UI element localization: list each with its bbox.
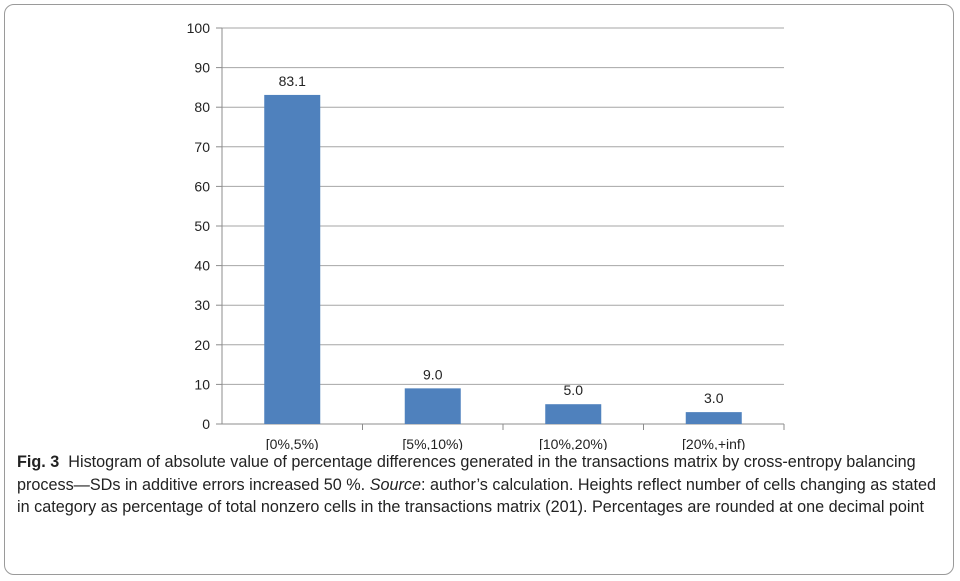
bar — [404, 388, 461, 424]
y-tick-label: 50 — [194, 218, 210, 234]
figure-caption: Fig. 3 Histogram of absolute value of pe… — [17, 451, 945, 519]
y-tick-label: 30 — [194, 297, 210, 313]
bar — [264, 94, 321, 424]
y-tick-label: 20 — [194, 337, 210, 353]
data-label: 83.1 — [279, 73, 306, 89]
y-tick-label: 90 — [194, 60, 210, 76]
bars — [264, 94, 742, 424]
y-tick-label: 40 — [194, 258, 210, 274]
y-tick-label: 70 — [194, 139, 210, 155]
data-label: 5.0 — [564, 382, 584, 398]
y-tick-label: 60 — [194, 178, 210, 194]
x-tick-label: [10%,20%) — [539, 436, 607, 450]
y-tick-label: 80 — [194, 99, 210, 115]
figure-frame — [4, 4, 954, 575]
bar — [545, 404, 602, 424]
data-label: 9.0 — [423, 366, 443, 382]
y-axis-ticks: 0 10 20 30 40 50 60 70 80 90 100 — [187, 20, 211, 432]
y-tick-label: 100 — [187, 20, 211, 36]
figure-label: Fig. 3 — [17, 453, 60, 471]
caption-text: Histogram of absolute value of percentag… — [17, 453, 916, 494]
x-tick-label: [5%,10%) — [402, 436, 463, 450]
x-tick-label: [20%,+inf) — [682, 436, 745, 450]
y-tick-label: 10 — [194, 376, 210, 392]
caption-source-label: Source — [369, 475, 421, 494]
x-tick-label: [0%,5%) — [266, 436, 319, 450]
data-labels: 83.1 9.0 5.0 3.0 — [279, 73, 724, 406]
y-tick-label: 0 — [202, 416, 210, 432]
bar — [685, 412, 742, 424]
bar-chart: 0 10 20 30 40 50 60 70 80 90 100 83.1 9.0 5.0 3.0 [0%… — [187, 20, 785, 450]
caption-text-after-source: : author’s calculation. Heights reflect … — [17, 475, 936, 517]
x-axis-ticks: [0%,5%) [5%,10%) [10%,20%) [20%,+inf) — [266, 436, 746, 450]
data-label: 3.0 — [704, 390, 724, 406]
